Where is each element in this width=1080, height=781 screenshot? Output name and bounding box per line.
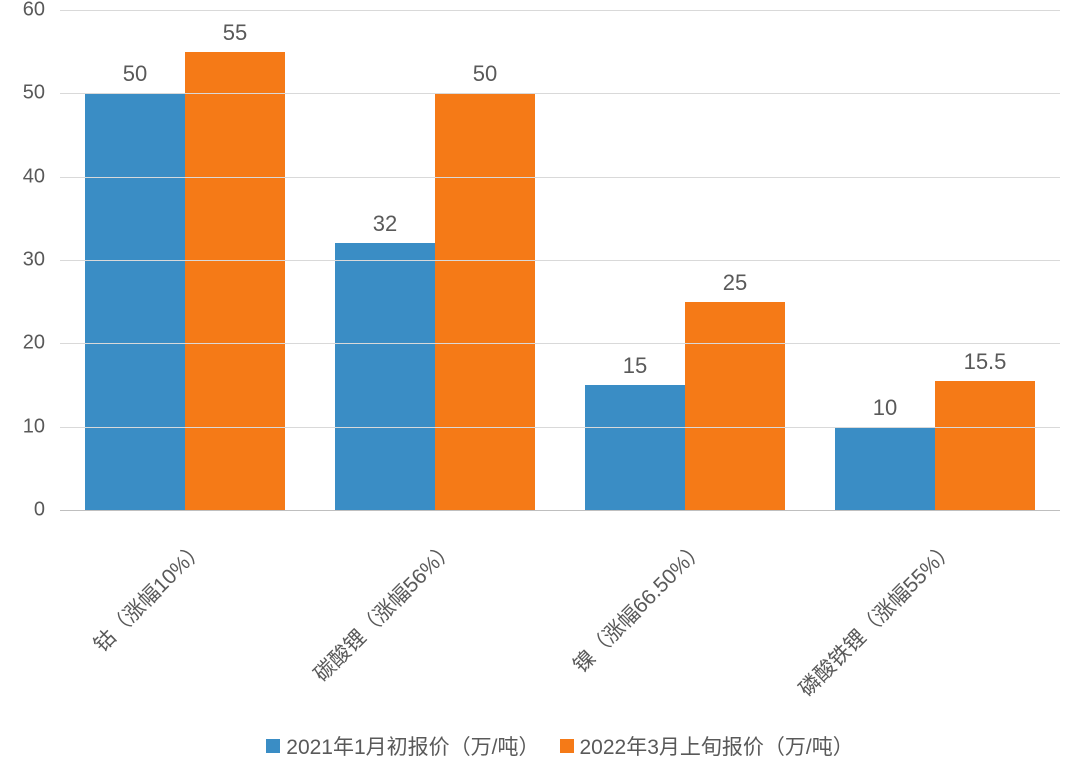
legend-item: 2021年1月初报价（万/吨） bbox=[266, 731, 539, 761]
bar bbox=[935, 381, 1035, 510]
x-axis-line bbox=[60, 510, 1060, 511]
gridline bbox=[60, 427, 1060, 428]
bar-value-label: 10 bbox=[873, 395, 897, 421]
chart-legend: 2021年1月初报价（万/吨） 2022年3月上旬报价（万/吨） bbox=[60, 731, 1060, 761]
gridline bbox=[60, 93, 1060, 94]
bar-value-label: 32 bbox=[373, 211, 397, 237]
legend-label: 2022年3月上旬报价（万/吨） bbox=[580, 731, 854, 761]
bar bbox=[835, 427, 935, 510]
legend-swatch bbox=[266, 739, 280, 753]
gridline bbox=[60, 10, 1060, 11]
gridline bbox=[60, 177, 1060, 178]
bar-chart: 0 10 20 30 40 50 60 50 55 32 50 15 25 10 15.5 钴（涨幅10%… bbox=[0, 0, 1080, 781]
y-tick-label: 60 bbox=[23, 0, 45, 22]
gridline bbox=[60, 260, 1060, 261]
legend-item: 2022年3月上旬报价（万/吨） bbox=[560, 731, 854, 761]
legend-swatch bbox=[560, 739, 574, 753]
bar-value-label: 15 bbox=[623, 353, 647, 379]
y-tick-label: 30 bbox=[23, 249, 45, 272]
bar-value-label: 15.5 bbox=[964, 349, 1007, 375]
x-category-label: 钴（涨幅10%） bbox=[86, 533, 211, 658]
gridline bbox=[60, 343, 1060, 344]
bar bbox=[685, 302, 785, 510]
y-axis: 0102030405060 bbox=[0, 10, 60, 510]
bar-value-label: 50 bbox=[473, 61, 497, 87]
bar-value-label: 55 bbox=[223, 20, 247, 46]
x-axis-labels: 钴（涨幅10%） 碳酸锂（涨幅56%） 镍（涨幅66.50%） 磷酸铁锂（涨幅55%） bbox=[60, 525, 1060, 705]
bar bbox=[335, 243, 435, 510]
y-tick-label: 0 bbox=[34, 499, 45, 522]
bar bbox=[435, 93, 535, 510]
x-category-label: 磷酸铁锂（涨幅55%） bbox=[791, 533, 961, 703]
x-category-label: 碳酸锂（涨幅56%） bbox=[306, 533, 461, 688]
y-tick-label: 10 bbox=[23, 415, 45, 438]
bar-value-label: 25 bbox=[723, 270, 747, 296]
bar-value-label: 50 bbox=[123, 61, 147, 87]
bar bbox=[185, 52, 285, 510]
y-tick-label: 50 bbox=[23, 82, 45, 105]
bar bbox=[85, 93, 185, 510]
bar bbox=[585, 385, 685, 510]
x-category-label: 镍（涨幅66.50%） bbox=[565, 533, 711, 679]
legend-label: 2021年1月初报价（万/吨） bbox=[286, 731, 539, 761]
y-tick-label: 40 bbox=[23, 165, 45, 188]
y-tick-label: 20 bbox=[23, 332, 45, 355]
